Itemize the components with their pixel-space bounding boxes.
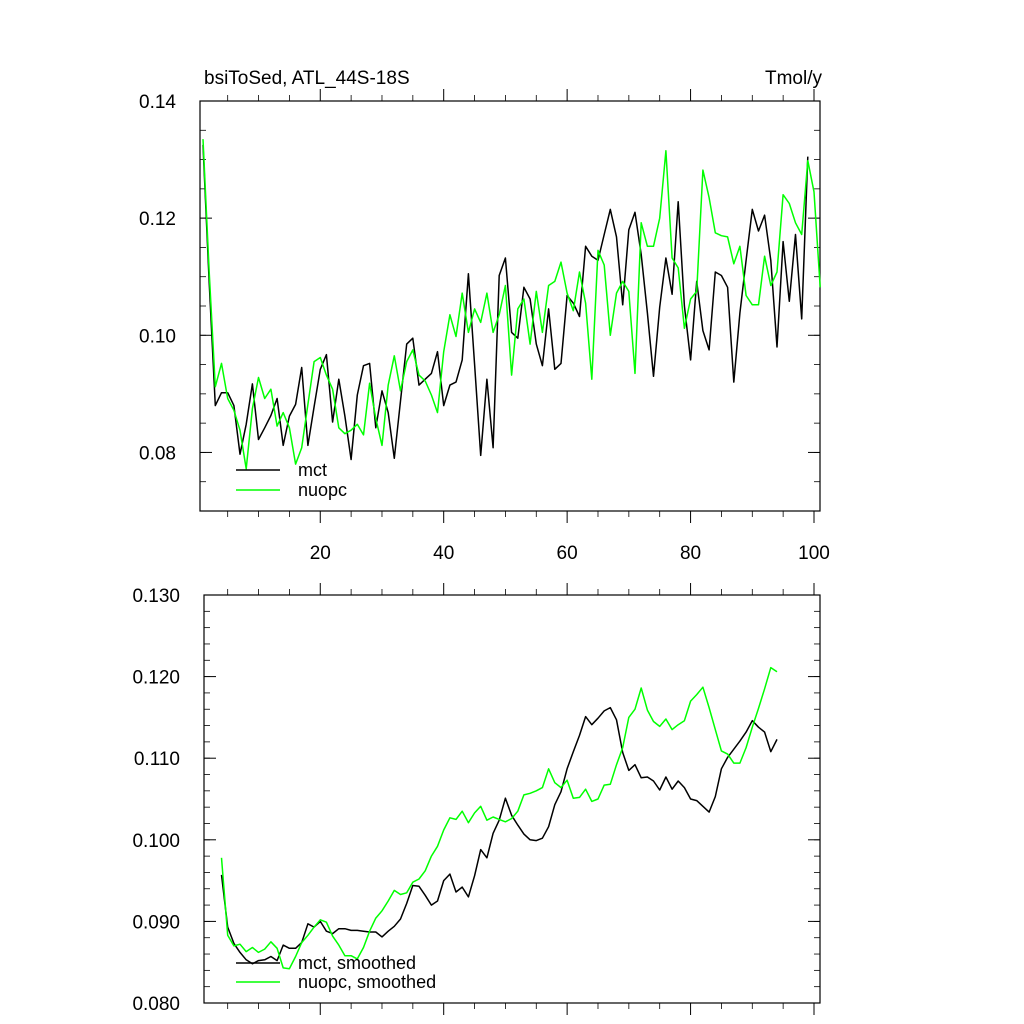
- x-tick-label: 40: [433, 543, 454, 564]
- y-tick-label: 0.100: [132, 831, 180, 852]
- top-panel-tick-labels: 0.08 0.10 0.12 0.14 20 40 60 80 100: [139, 92, 830, 564]
- x-tick-label: 60: [557, 543, 578, 564]
- y-tick-label: 0.08: [139, 443, 176, 464]
- bottom-panel-frame: [203, 594, 821, 1004]
- bottom-panel-legend: mct, smoothed nuopc, smoothed: [236, 953, 436, 992]
- top-panel-series: [202, 139, 821, 470]
- y-tick-label: 0.12: [139, 209, 176, 230]
- top-panel-ticks: [200, 89, 820, 523]
- x-tick-label: 80: [680, 543, 701, 564]
- top-panel-units: Tmol/y: [765, 68, 823, 89]
- bottom-panel-series: [220, 666, 778, 970]
- y-tick-label: 0.080: [132, 994, 180, 1015]
- x-tick-label: 20: [310, 543, 331, 564]
- y-tick-label: 0.10: [139, 326, 176, 347]
- top-panel-legend: mct nuopc: [236, 460, 347, 500]
- legend-mct-label: mct: [298, 460, 327, 480]
- series-line-mct-smoothed: [220, 706, 778, 965]
- series-line-mct: [202, 144, 809, 461]
- x-tick-label: 100: [798, 543, 830, 564]
- y-tick-label: 0.110: [134, 749, 180, 770]
- bottom-panel-tick-labels: 0.080 0.090 0.100 0.110 0.120 0.130: [132, 586, 180, 1015]
- y-tick-label: 0.090: [132, 912, 180, 933]
- bottom-panel: 0.080 0.090 0.100 0.110 0.120 0.130 mct, smoo…: [132, 583, 821, 1015]
- y-tick-label: 0.14: [139, 92, 176, 113]
- legend-nuopc-label: nuopc: [298, 480, 347, 500]
- series-line-nuopc-smoothed: [220, 666, 778, 970]
- top-panel: bsiToSed, ATL_44S-18S Tmol/y 0.08 0.10 0.1…: [139, 68, 830, 564]
- y-tick-label: 0.120: [132, 668, 180, 689]
- series-line-nuopc: [202, 139, 821, 470]
- top-panel-title: bsiToSed, ATL_44S-18S: [204, 68, 410, 89]
- bottom-panel-ticks: [204, 583, 820, 1015]
- legend-nuopc-smoothed-label: nuopc, smoothed: [298, 972, 436, 992]
- legend-mct-smoothed-label: mct, smoothed: [298, 953, 416, 973]
- y-tick-label: 0.130: [132, 586, 180, 607]
